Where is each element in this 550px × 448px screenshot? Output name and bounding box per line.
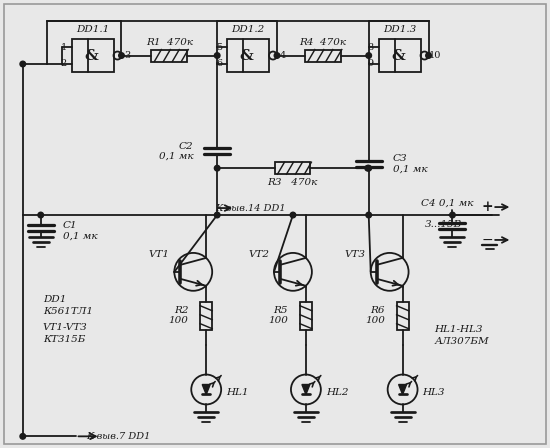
Text: К561ТЛ1: К561ТЛ1 xyxy=(43,307,93,316)
Text: VT3: VT3 xyxy=(345,250,366,259)
Circle shape xyxy=(214,165,220,171)
Circle shape xyxy=(366,212,371,218)
Text: DD1: DD1 xyxy=(43,295,66,304)
Text: HL1-HL3: HL1-HL3 xyxy=(434,325,483,334)
Circle shape xyxy=(214,53,220,58)
Polygon shape xyxy=(399,384,406,395)
Circle shape xyxy=(366,53,371,58)
Polygon shape xyxy=(302,384,310,395)
Bar xyxy=(300,302,312,330)
Polygon shape xyxy=(202,384,210,395)
Bar xyxy=(274,162,310,174)
Text: &: & xyxy=(240,48,254,63)
Text: −: − xyxy=(482,233,493,247)
Circle shape xyxy=(366,165,371,171)
Circle shape xyxy=(365,165,371,171)
Bar xyxy=(305,50,341,61)
Text: АЛ307БМ: АЛ307БМ xyxy=(434,337,489,346)
Text: HL3: HL3 xyxy=(422,388,445,397)
Text: 10: 10 xyxy=(428,51,441,60)
Text: 1: 1 xyxy=(60,43,67,52)
Text: 8: 8 xyxy=(367,43,374,52)
Text: 2: 2 xyxy=(60,60,67,69)
Text: 6: 6 xyxy=(216,60,222,69)
Text: C1
0,1 мк: C1 0,1 мк xyxy=(63,221,97,241)
Circle shape xyxy=(450,212,455,218)
Text: VT1: VT1 xyxy=(148,250,169,259)
Circle shape xyxy=(290,212,296,218)
Text: R2
100: R2 100 xyxy=(168,306,188,325)
Text: 3...15В: 3...15В xyxy=(425,220,463,229)
Text: C2
0,1 мк: C2 0,1 мк xyxy=(158,142,193,161)
Text: 9: 9 xyxy=(367,60,374,69)
Text: КТ315Б: КТ315Б xyxy=(43,335,85,344)
Text: DD1.1: DD1.1 xyxy=(76,25,109,34)
Circle shape xyxy=(119,53,124,58)
Bar xyxy=(227,39,269,73)
Text: HL2: HL2 xyxy=(326,388,348,397)
Circle shape xyxy=(38,212,43,218)
Circle shape xyxy=(20,434,26,439)
Text: &: & xyxy=(391,48,405,63)
Text: VT2: VT2 xyxy=(248,250,269,259)
Bar xyxy=(379,39,421,73)
Circle shape xyxy=(214,212,220,218)
Circle shape xyxy=(20,61,26,67)
Text: C3
0,1 мк: C3 0,1 мк xyxy=(393,155,427,174)
Bar xyxy=(200,302,212,330)
Text: +: + xyxy=(482,200,493,214)
Text: R4  470к: R4 470к xyxy=(299,38,346,47)
Circle shape xyxy=(426,53,431,58)
Text: R5
100: R5 100 xyxy=(268,306,288,325)
Bar xyxy=(397,302,409,330)
Text: &: & xyxy=(84,48,98,63)
Text: 4: 4 xyxy=(280,51,286,60)
Bar xyxy=(151,50,187,61)
Text: К выв.7 DD1: К выв.7 DD1 xyxy=(86,432,151,441)
Bar xyxy=(72,39,113,73)
Text: 3: 3 xyxy=(124,51,130,60)
Text: К выв.14 DD1: К выв.14 DD1 xyxy=(214,203,285,212)
Text: 5: 5 xyxy=(216,43,222,52)
Text: VT1-VT3: VT1-VT3 xyxy=(43,323,87,332)
Text: HL1: HL1 xyxy=(226,388,249,397)
Text: R3   470к: R3 470к xyxy=(267,177,318,187)
Circle shape xyxy=(274,53,280,58)
Text: R6
100: R6 100 xyxy=(365,306,384,325)
Text: C4 0,1 мк: C4 0,1 мк xyxy=(421,198,474,207)
Text: DD1.3: DD1.3 xyxy=(383,25,416,34)
Text: DD1.2: DD1.2 xyxy=(232,25,265,34)
Text: R1  470к: R1 470к xyxy=(146,38,193,47)
